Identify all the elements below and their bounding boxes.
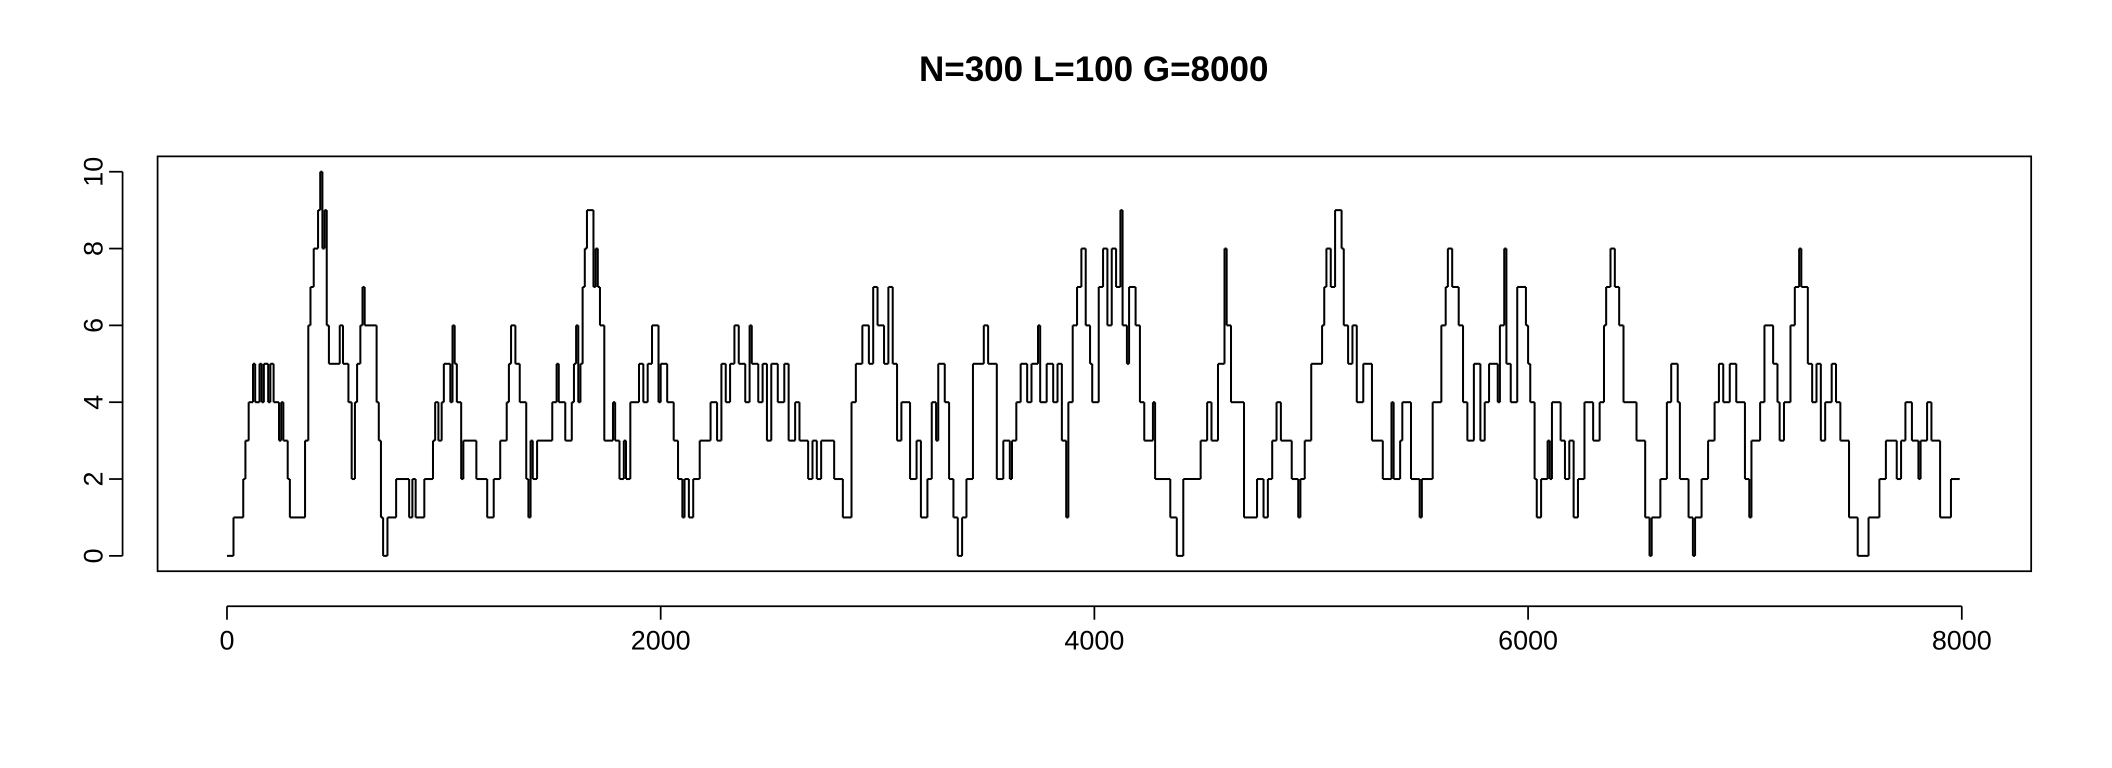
x-tick-label: 8000: [1932, 626, 1992, 656]
chart-title: N=300 L=100 G=8000: [919, 50, 1268, 89]
y-tick-label: 2: [79, 472, 109, 487]
y-tick-label: 0: [79, 548, 109, 563]
x-tick-label: 0: [219, 626, 234, 656]
step-riser: [232, 171, 1952, 556]
plot-box: [156, 155, 2033, 573]
y-tick-label: 10: [79, 157, 109, 187]
y-tick-label: 6: [79, 318, 109, 333]
x-tick-label: 4000: [1064, 626, 1124, 656]
y-tick-label: 4: [79, 395, 109, 410]
x-tick-label: 6000: [1498, 626, 1558, 656]
y-tick-label: 8: [79, 241, 109, 256]
x-tick-label: 2000: [631, 626, 691, 656]
